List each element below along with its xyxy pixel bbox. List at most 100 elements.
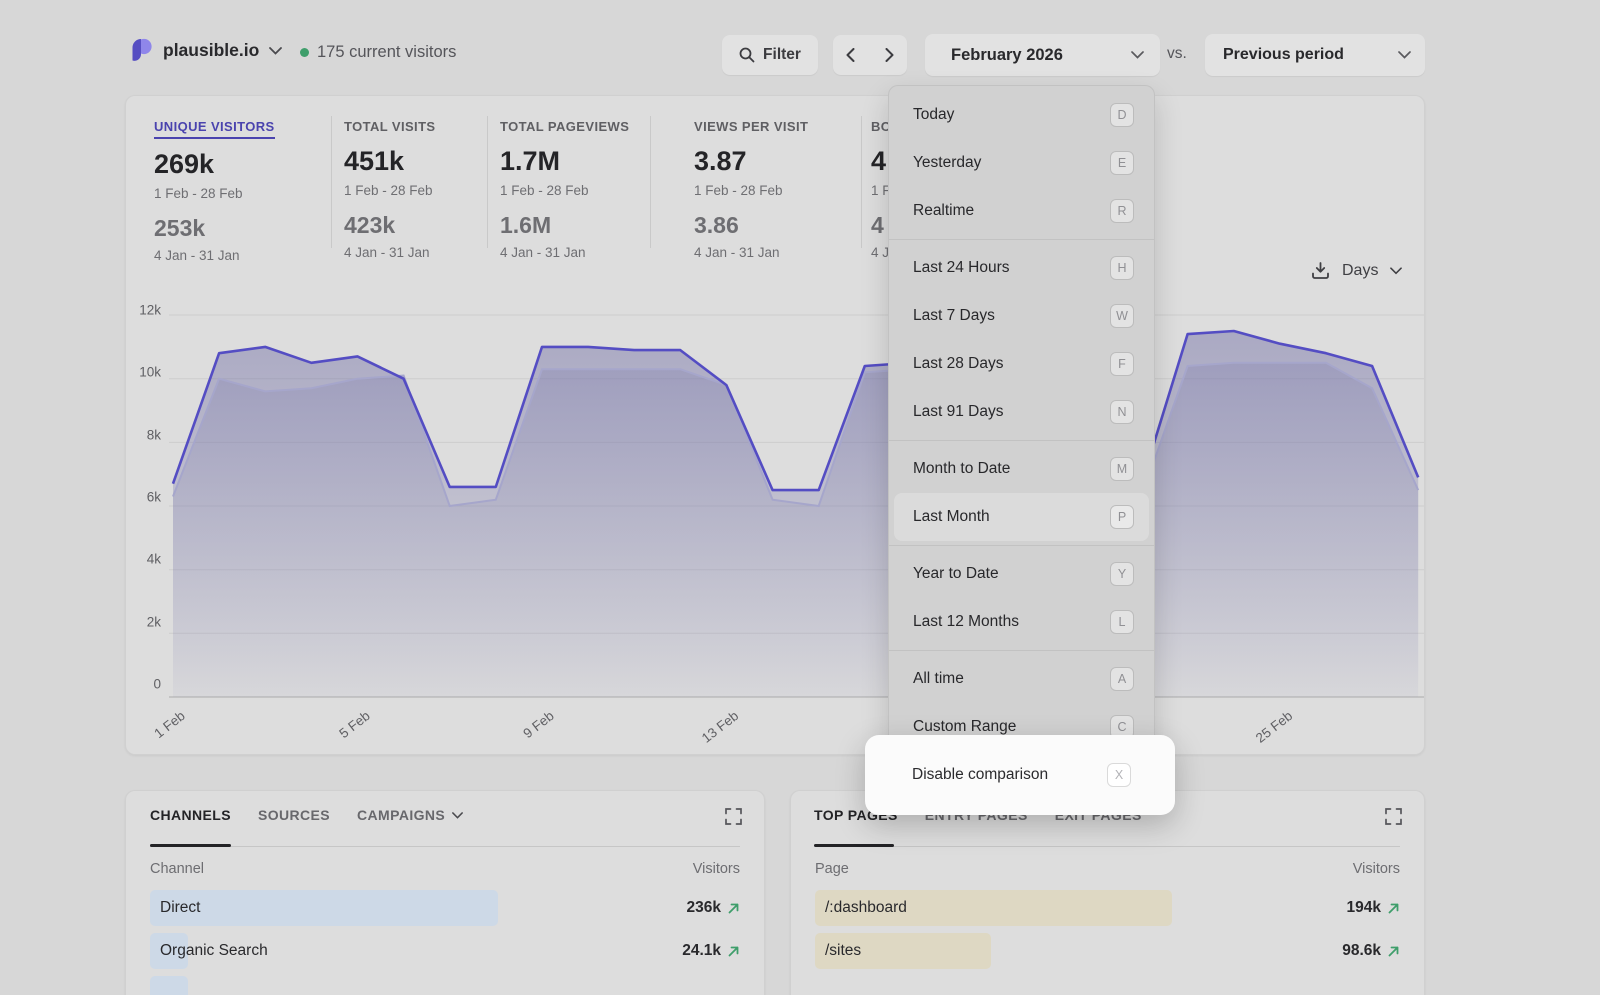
metric-prev-value: 1.6M xyxy=(500,212,629,239)
shortcut-badge: P xyxy=(1110,505,1134,529)
menu-divider xyxy=(889,650,1154,651)
chevron-down-icon xyxy=(269,47,282,55)
metric-total-pageviews[interactable]: TOTAL PAGEVIEWS 1.7M 1 Feb - 28 Feb 1.6M… xyxy=(500,118,629,260)
metric-total-visits[interactable]: TOTAL VISITS 451k 1 Feb - 28 Feb 423k 4 … xyxy=(344,118,435,260)
metric-divider xyxy=(331,116,332,248)
filter-button[interactable]: Filter xyxy=(722,35,818,75)
menu-item-all-time[interactable]: All time A xyxy=(889,655,1154,703)
trend-up-icon xyxy=(727,945,740,958)
metric-unique-visitors[interactable]: UNIQUE VISITORS 269k 1 Feb - 28 Feb 253k… xyxy=(154,118,275,263)
tab-channels[interactable]: CHANNELS xyxy=(150,807,231,823)
shortcut-badge: M xyxy=(1110,457,1134,481)
table-row[interactable]: Direct 236k xyxy=(150,890,740,926)
metric-period: 1 Feb - 28 Feb xyxy=(694,183,808,198)
row-bar xyxy=(150,890,498,926)
menu-item-last-28-days[interactable]: Last 28 Days F xyxy=(889,340,1154,388)
shortcut-badge: E xyxy=(1110,151,1134,175)
metric-prev-period: 4 Jan - 31 Jan xyxy=(154,248,275,263)
metric-period: 1 Feb - 28 Feb xyxy=(344,183,435,198)
trend-up-icon xyxy=(1387,902,1400,915)
expand-icon[interactable] xyxy=(1385,808,1402,825)
current-period-area xyxy=(173,331,1418,697)
tab-campaigns[interactable]: CAMPAIGNS xyxy=(357,807,463,823)
menu-divider xyxy=(889,440,1154,441)
active-tab-underline xyxy=(150,844,231,847)
menu-item-label: Last 91 Days xyxy=(913,403,1003,421)
comparison-selector[interactable]: Previous period xyxy=(1205,34,1425,76)
metric-period: 1 Feb - 28 Feb xyxy=(154,186,275,201)
row-name[interactable]: Direct xyxy=(160,899,200,917)
menu-item-last-month[interactable]: Last Month P xyxy=(894,493,1149,541)
date-range-label: February 2026 xyxy=(951,46,1063,65)
metric-prev-period: 4 Jan - 31 Jan xyxy=(694,245,808,260)
date-range-menu: Today D Yesterday E Realtime R Last 24 H… xyxy=(888,85,1155,760)
tab-campaigns-label: CAMPAIGNS xyxy=(357,807,445,823)
table-row[interactable]: Organic Search 24.1k xyxy=(150,933,740,969)
row-name[interactable]: /:dashboard xyxy=(825,899,907,917)
row-name[interactable]: /sites xyxy=(825,942,861,960)
site-switcher[interactable]: plausible.io xyxy=(163,40,282,61)
channels-table-header: Channel Visitors xyxy=(150,861,740,877)
metric-label: TOTAL PAGEVIEWS xyxy=(500,119,629,134)
metric-views-per-visit[interactable]: VIEWS PER VISIT 3.87 1 Feb - 28 Feb 3.86… xyxy=(694,118,808,260)
menu-item-label: All time xyxy=(913,670,964,688)
menu-item-last-12-months[interactable]: Last 12 Months L xyxy=(889,598,1154,646)
table-row[interactable]: /:dashboard 194k xyxy=(815,890,1400,926)
shortcut-badge: X xyxy=(1107,763,1131,787)
metric-divider xyxy=(650,116,651,248)
menu-item-today[interactable]: Today D xyxy=(889,91,1154,139)
menu-item-last-91-days[interactable]: Last 91 Days N xyxy=(889,388,1154,436)
shortcut-badge: L xyxy=(1110,610,1134,634)
menu-item-label: Realtime xyxy=(913,202,974,220)
row-name[interactable]: Organic Search xyxy=(160,942,268,960)
chevron-right-icon[interactable] xyxy=(885,48,894,62)
site-name: plausible.io xyxy=(163,40,259,61)
menu-item-realtime[interactable]: Realtime R xyxy=(889,187,1154,235)
trend-up-icon xyxy=(727,902,740,915)
menu-item-label: Last 7 Days xyxy=(913,307,995,325)
col-page: Page xyxy=(815,861,849,877)
menu-item-month-to-date[interactable]: Month to Date M xyxy=(889,445,1154,493)
metric-label: TOTAL VISITS xyxy=(344,119,435,134)
comparison-menu: Disable comparison X xyxy=(865,735,1175,815)
date-step-group xyxy=(833,35,907,75)
menu-divider xyxy=(889,545,1154,546)
metric-value: 451k xyxy=(344,146,435,177)
shortcut-badge: R xyxy=(1110,199,1134,223)
row-visitors: 236k xyxy=(687,899,721,917)
menu-item-label: Last Month xyxy=(913,508,990,526)
tab-sources[interactable]: SOURCES xyxy=(258,807,330,823)
pages-table-header: Page Visitors xyxy=(815,861,1400,877)
vs-label: vs. xyxy=(1167,45,1187,63)
shortcut-badge: W xyxy=(1110,304,1134,328)
current-visitors[interactable]: 175 current visitors xyxy=(300,43,456,62)
menu-item-last-24-hours[interactable]: Last 24 Hours H xyxy=(889,244,1154,292)
row-value: 194k xyxy=(1347,899,1400,917)
metric-prev-value: 423k xyxy=(344,212,435,239)
tabs-divider xyxy=(150,846,740,847)
menu-item-yesterday[interactable]: Yesterday E xyxy=(889,139,1154,187)
expand-icon[interactable] xyxy=(725,808,742,825)
menu-item-disable-comparison[interactable]: Disable comparison X xyxy=(865,751,1175,799)
shortcut-badge: N xyxy=(1110,400,1134,424)
metric-prev-period: 4 Jan - 31 Jan xyxy=(344,245,435,260)
table-row[interactable]: /sites 98.6k xyxy=(815,933,1400,969)
menu-item-year-to-date[interactable]: Year to Date Y xyxy=(889,550,1154,598)
metric-value: 3.87 xyxy=(694,146,808,177)
live-dot-icon xyxy=(300,48,309,57)
chevron-down-icon xyxy=(452,812,463,819)
active-tab-underline xyxy=(814,844,894,847)
chevron-left-icon[interactable] xyxy=(846,48,855,62)
menu-item-last-7-days[interactable]: Last 7 Days W xyxy=(889,292,1154,340)
metric-prev-period: 4 Jan - 31 Jan xyxy=(500,245,629,260)
metric-divider xyxy=(861,116,862,248)
chevron-down-icon xyxy=(1398,51,1411,59)
visitors-area-chart xyxy=(126,276,1425,716)
channels-tabs: CHANNELS SOURCES CAMPAIGNS xyxy=(150,807,463,823)
metric-period: 1 Feb - 28 Feb xyxy=(500,183,629,198)
chevron-down-icon xyxy=(1131,51,1144,59)
metric-prev-value: 253k xyxy=(154,215,275,242)
stats-chart-card: UNIQUE VISITORS 269k 1 Feb - 28 Feb 253k… xyxy=(125,95,1425,755)
top-bar: plausible.io 175 current visitors Filter… xyxy=(125,30,1425,80)
date-range-selector[interactable]: February 2026 xyxy=(925,34,1160,76)
